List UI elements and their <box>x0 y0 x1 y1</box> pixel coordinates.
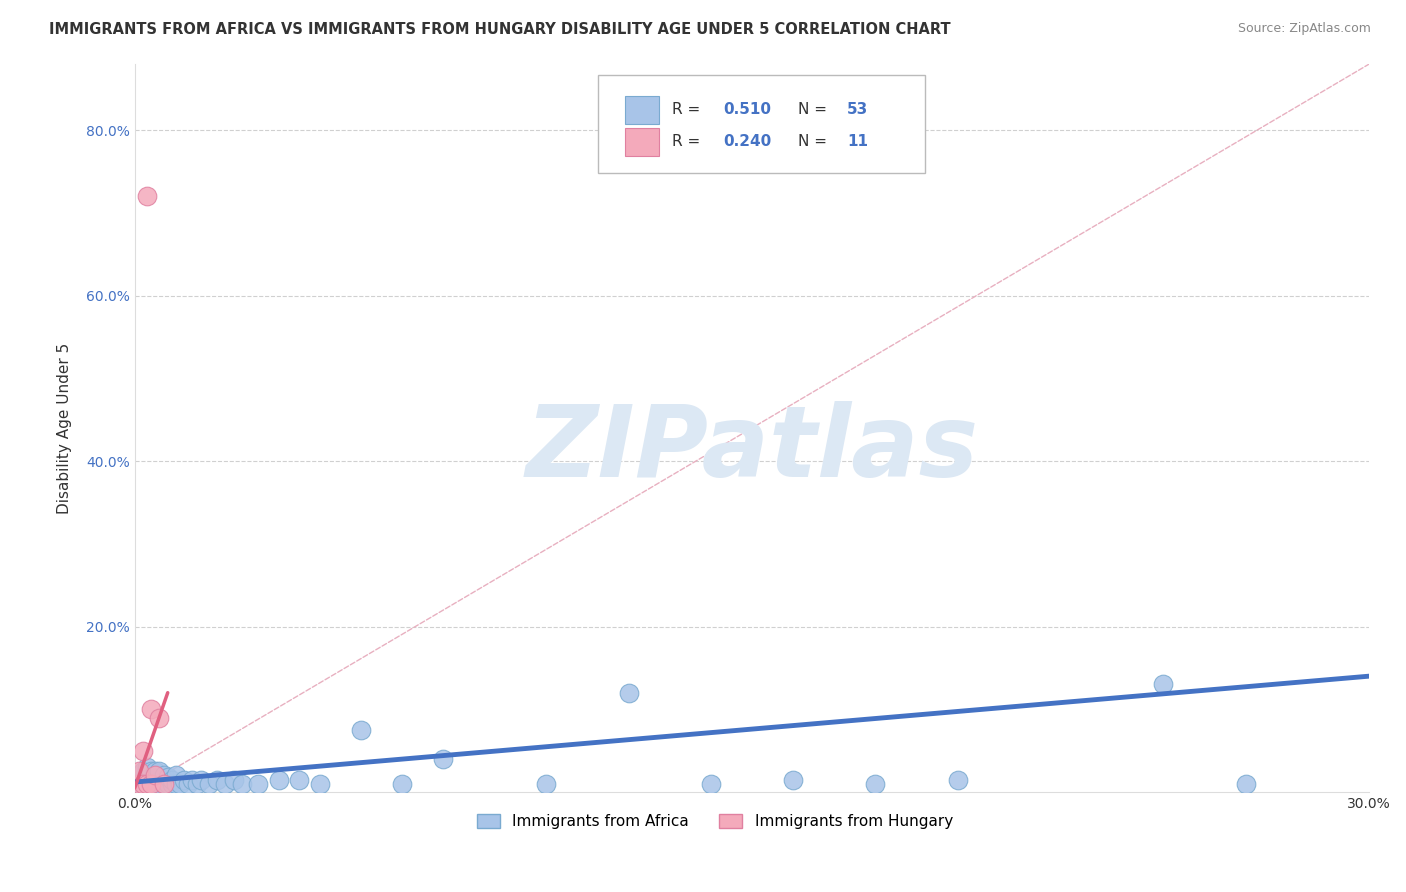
Point <box>128 777 150 791</box>
Text: R =: R = <box>672 135 704 150</box>
Point <box>136 777 159 791</box>
Point <box>145 777 167 791</box>
Point <box>148 764 170 779</box>
Point <box>136 189 159 203</box>
Point <box>141 702 163 716</box>
Point <box>141 777 163 791</box>
FancyBboxPatch shape <box>624 96 659 124</box>
Point <box>198 777 221 791</box>
Point <box>156 770 179 784</box>
Point <box>214 777 236 791</box>
Point <box>132 764 155 779</box>
Point <box>165 777 187 791</box>
Point <box>136 768 159 782</box>
Point <box>152 777 174 791</box>
Point <box>700 777 723 791</box>
Point <box>288 772 311 787</box>
Point <box>152 768 174 782</box>
Text: R =: R = <box>672 103 704 118</box>
Point <box>267 772 290 787</box>
Point <box>136 760 159 774</box>
Point <box>231 777 253 791</box>
Point <box>865 777 887 791</box>
FancyBboxPatch shape <box>598 75 925 173</box>
Point <box>247 777 270 791</box>
FancyBboxPatch shape <box>624 128 659 156</box>
Point <box>169 777 191 791</box>
Text: 0.510: 0.510 <box>724 103 772 118</box>
Point <box>1152 677 1174 691</box>
Text: IMMIGRANTS FROM AFRICA VS IMMIGRANTS FROM HUNGARY DISABILITY AGE UNDER 5 CORRELA: IMMIGRANTS FROM AFRICA VS IMMIGRANTS FRO… <box>49 22 950 37</box>
Point <box>946 772 969 787</box>
Point <box>148 772 170 787</box>
Point <box>132 772 155 787</box>
Point <box>177 777 200 791</box>
Point <box>391 777 413 791</box>
Point <box>181 772 204 787</box>
Point <box>432 752 454 766</box>
Point <box>1234 777 1257 791</box>
Text: ZIPatlas: ZIPatlas <box>526 401 979 499</box>
Point <box>141 764 163 779</box>
Point <box>222 772 245 787</box>
Point <box>128 768 150 782</box>
Point <box>617 686 640 700</box>
Point <box>136 777 159 791</box>
Point <box>148 777 170 791</box>
Point <box>160 777 183 791</box>
Point <box>309 777 332 791</box>
Text: N =: N = <box>797 103 831 118</box>
Text: 53: 53 <box>846 103 869 118</box>
Point <box>136 772 159 787</box>
Text: 0.240: 0.240 <box>724 135 772 150</box>
Point <box>205 772 228 787</box>
Point <box>148 710 170 724</box>
Point <box>152 777 174 791</box>
Point <box>145 764 167 779</box>
Point <box>132 777 155 791</box>
Point <box>132 777 155 791</box>
Point <box>173 772 195 787</box>
Point <box>190 772 212 787</box>
Point <box>145 772 167 787</box>
Point <box>350 723 373 737</box>
Point <box>536 777 558 791</box>
Point <box>141 777 163 791</box>
Point <box>152 772 174 787</box>
Point <box>128 777 150 791</box>
Point <box>782 772 804 787</box>
Point <box>156 777 179 791</box>
Text: 11: 11 <box>846 135 868 150</box>
Text: Source: ZipAtlas.com: Source: ZipAtlas.com <box>1237 22 1371 36</box>
Legend: Immigrants from Africa, Immigrants from Hungary: Immigrants from Africa, Immigrants from … <box>471 808 959 835</box>
Point <box>145 768 167 782</box>
Point <box>165 768 187 782</box>
Point <box>141 772 163 787</box>
Point <box>160 772 183 787</box>
Point <box>128 764 150 779</box>
Text: N =: N = <box>797 135 831 150</box>
Point <box>132 743 155 757</box>
Y-axis label: Disability Age Under 5: Disability Age Under 5 <box>58 343 72 514</box>
Point <box>186 777 208 791</box>
